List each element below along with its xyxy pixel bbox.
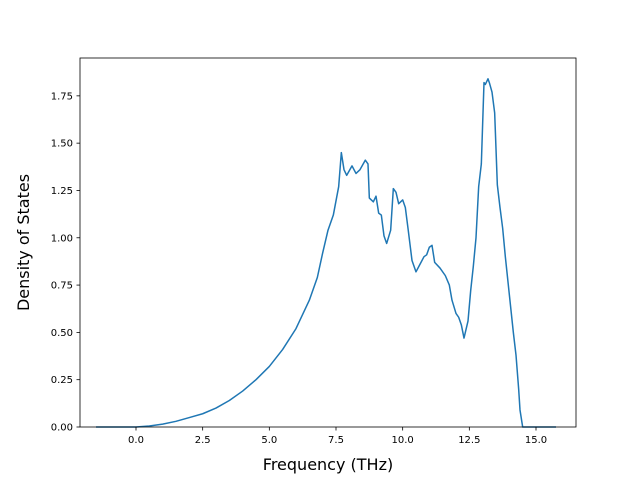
y-tick-label: 0.00 — [51, 423, 73, 434]
y-tick-label: 1.50 — [51, 139, 73, 150]
y-tick-label: 0.25 — [51, 375, 73, 386]
axis-ticks: 0.0 2.5 5.0 7.5 10.0 12.5 15.0 0.00 0.25 0.50 0.75… — [51, 91, 547, 446]
y-tick-label: 0.75 — [51, 281, 73, 292]
x-tick-label: 15.0 — [525, 435, 547, 446]
x-tick-label: 10.0 — [392, 435, 414, 446]
x-axis-label: Frequency (THz) — [263, 455, 393, 474]
x-tick-label: 12.5 — [458, 435, 480, 446]
y-tick-label: 1.75 — [51, 91, 73, 102]
x-tick-label: 5.0 — [261, 435, 277, 446]
y-axis-label: Density of States — [14, 174, 33, 311]
y-tick-label: 1.00 — [51, 233, 73, 244]
y-tick-label: 0.50 — [51, 328, 73, 339]
plot-area — [96, 78, 556, 428]
x-tick-label: 2.5 — [195, 435, 211, 446]
x-tick-label: 7.5 — [328, 435, 344, 446]
series-line-0 — [96, 78, 556, 428]
x-tick-label: 0.0 — [128, 435, 144, 446]
axes-frame — [79, 57, 577, 428]
y-tick-label: 1.25 — [51, 186, 73, 197]
